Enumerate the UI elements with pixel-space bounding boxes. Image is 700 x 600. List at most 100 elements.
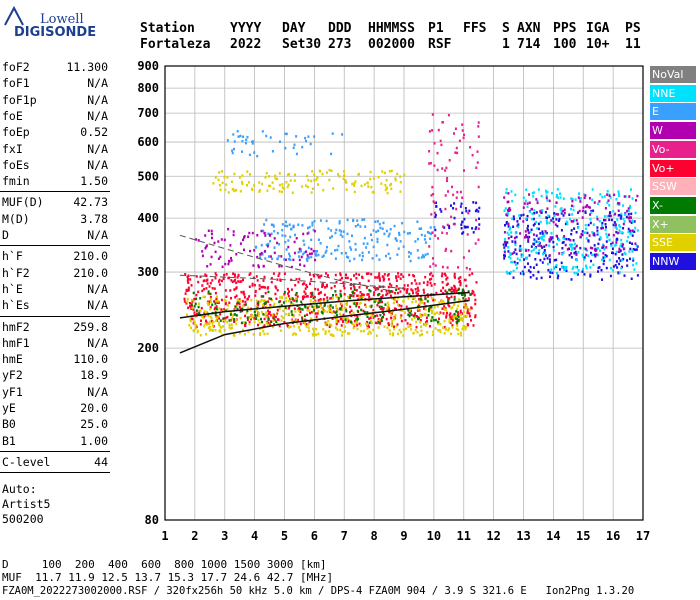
echo-point-nne <box>632 257 635 260</box>
echo-point-sse <box>358 302 361 305</box>
echo-point-voplus <box>468 273 471 277</box>
echo-point-nnw <box>528 254 531 257</box>
param-value: 42.73 <box>73 195 108 210</box>
echo-point-sse <box>280 329 283 332</box>
echo-point-nnw <box>513 260 516 264</box>
echo-point-vominus <box>436 151 439 155</box>
echo-point-voplus <box>457 313 460 316</box>
echo-point-voplus <box>274 292 277 296</box>
echo-point-voplus <box>395 276 398 280</box>
echo-point-voplus <box>422 288 425 292</box>
echo-point-nne <box>634 226 637 230</box>
echo-point-nnw <box>475 208 478 212</box>
echo-point-sse <box>343 316 346 320</box>
echo-point-nnw <box>527 240 530 243</box>
echo-point-w <box>219 255 222 259</box>
echo-point-sse <box>247 306 250 310</box>
echo-point-nne <box>555 195 558 198</box>
param-value: 1.00 <box>80 433 108 448</box>
echo-point-nne <box>585 264 587 268</box>
echo-point-voplus <box>454 276 456 279</box>
echo-point-nne <box>516 266 518 270</box>
echo-point-sse <box>278 307 281 310</box>
echo-point-e <box>367 251 370 254</box>
echo-point-xminus <box>321 312 324 315</box>
echo-point-w <box>587 205 590 209</box>
echo-point-voplus <box>472 291 475 294</box>
echo-point-nne <box>545 189 547 193</box>
echo-point-e <box>278 243 281 246</box>
echo-point-nnw <box>610 242 613 246</box>
echo-point-nne <box>629 206 632 209</box>
header-values: Fortaleza 2022 Set30 273 002000 RSF 1 714 100 10+… <box>140 37 660 53</box>
echo-point-nnw <box>529 270 532 274</box>
echo-point-xminus <box>244 321 247 325</box>
echo-point-xminus <box>349 296 352 300</box>
echo-point-w <box>538 244 541 247</box>
echo-point-voplus <box>430 284 433 287</box>
echo-point-sse <box>404 327 407 331</box>
echo-point-voplus <box>376 304 379 307</box>
echo-point-voplus <box>230 279 233 282</box>
echo-point-voplus <box>340 317 343 321</box>
echo-point-e <box>288 223 291 226</box>
param-value: N/A <box>87 384 108 399</box>
echo-point-w <box>211 236 213 240</box>
echo-point-e <box>270 223 273 226</box>
echo-point-voplus <box>240 290 243 294</box>
echo-point-voplus <box>203 311 206 315</box>
echo-point-sse <box>315 333 318 337</box>
echo-point-nnw <box>553 259 556 262</box>
echo-point-nne <box>518 258 521 262</box>
echo-point-w <box>615 241 618 244</box>
echo-point-xminus <box>233 313 236 316</box>
echo-point-nne <box>504 237 507 241</box>
header-labels-11: PS <box>625 21 641 36</box>
echo-point-nnw <box>474 227 477 231</box>
auto-line-0: Auto: <box>2 482 37 497</box>
echo-point-voplus <box>270 277 273 280</box>
echo-point-sse <box>452 316 455 319</box>
echo-point-xminus <box>409 312 412 315</box>
echo-point-e <box>364 225 367 228</box>
echo-point-nnw <box>535 277 538 280</box>
echo-point-voplus <box>474 302 477 306</box>
echo-point-sse <box>326 310 329 314</box>
echo-point-w <box>287 245 290 249</box>
echo-point-w <box>581 209 584 213</box>
echo-point-voplus <box>218 317 221 320</box>
echo-point-voplus <box>310 278 313 281</box>
echo-point-w <box>273 237 276 240</box>
echo-point-e <box>361 218 364 222</box>
echo-point-voplus <box>219 313 222 316</box>
echo-point-nnw <box>629 257 631 261</box>
echo-point-sse <box>257 314 260 318</box>
echo-point-nne <box>526 205 529 208</box>
echo-point-sse <box>310 191 313 194</box>
echo-point-voplus <box>353 286 356 289</box>
echo-point-voplus <box>445 295 448 298</box>
echo-point-voplus <box>260 295 263 298</box>
echo-point-voplus <box>342 313 345 317</box>
echo-point-vominus <box>477 121 480 124</box>
echo-point-e <box>293 143 296 147</box>
echo-point-voplus <box>317 292 320 295</box>
echo-point-voplus <box>466 323 469 326</box>
echo-point-xminus <box>339 292 342 296</box>
echo-point-sse <box>292 302 295 306</box>
echo-point-xminus <box>457 319 460 323</box>
echo-point-nnw <box>616 238 619 241</box>
echo-point-nnw <box>547 268 550 272</box>
echo-point-nne <box>583 193 586 196</box>
echo-point-e <box>311 224 314 227</box>
logo-line2: DIGISONDE <box>14 25 97 40</box>
echo-point-voplus <box>229 289 232 292</box>
echo-point-nne <box>626 240 629 243</box>
echo-point-nnw <box>608 218 611 222</box>
echo-point-w <box>503 196 506 199</box>
echo-point-voplus <box>451 324 454 327</box>
param-separator <box>0 315 110 317</box>
echo-point-nne <box>601 195 604 199</box>
echo-point-sse <box>419 314 422 318</box>
echo-point-e <box>351 234 353 237</box>
